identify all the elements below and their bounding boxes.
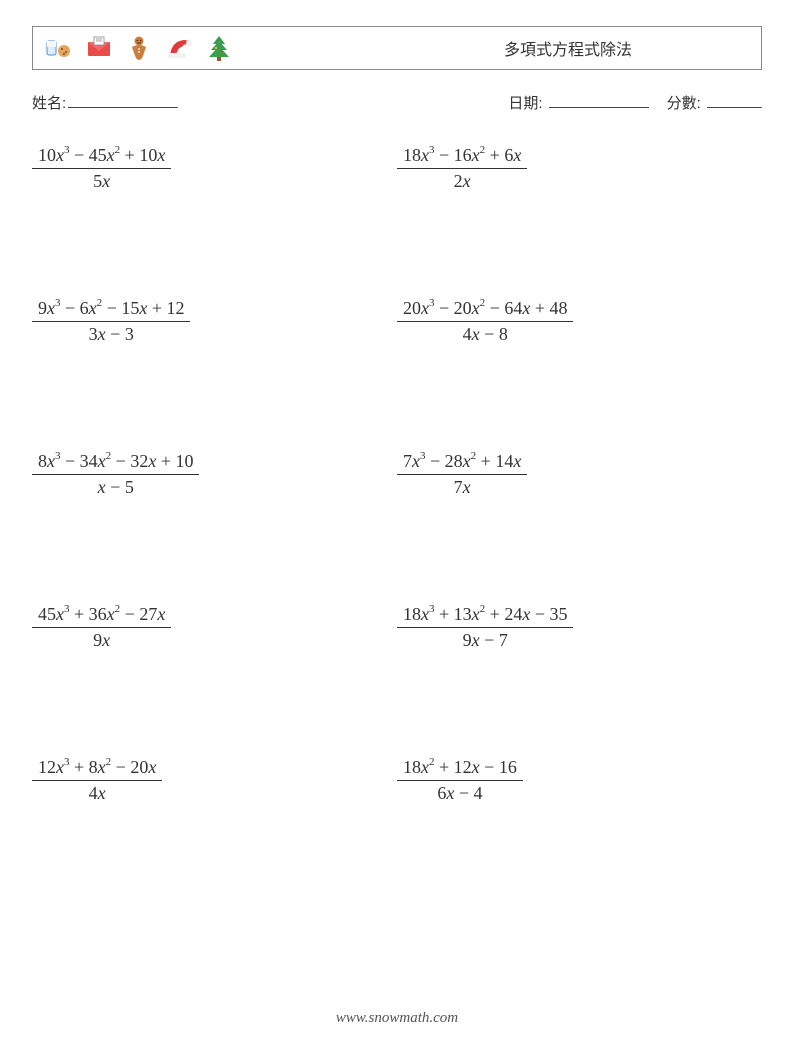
problem-numerator: 20x3 − 20x2 − 64x + 48	[397, 298, 573, 321]
problem-numerator: 18x2 + 12x − 16	[397, 757, 523, 780]
footer-url: www.snowmath.com	[0, 1010, 794, 1027]
problem-7: 45x3 + 36x2 − 27x 9x	[32, 604, 397, 651]
problem-denominator: 6x − 4	[397, 780, 523, 804]
gingerbread-man-icon	[123, 32, 155, 64]
header-icons	[43, 32, 235, 64]
santa-hat-icon	[163, 32, 195, 64]
problem-2: 18x3 − 16x2 + 6x 2x	[397, 145, 762, 192]
date-blank[interactable]	[549, 93, 649, 108]
problem-denominator: 3x − 3	[32, 321, 190, 345]
cookies-milk-icon	[43, 32, 75, 64]
problem-6: 7x3 − 28x2 + 14x 7x	[397, 451, 762, 498]
problem-8: 18x3 + 13x2 + 24x − 35 9x − 7	[397, 604, 762, 651]
problem-denominator: 9x	[32, 627, 171, 651]
problem-numerator: 18x3 − 16x2 + 6x	[397, 145, 527, 168]
problem-denominator: 4x	[32, 780, 162, 804]
problems-grid: 10x3 − 45x2 + 10x 5x 18x3 − 16x2 + 6x 2x…	[32, 145, 762, 804]
problem-numerator: 9x3 − 6x2 − 15x + 12	[32, 298, 190, 321]
date-label: 日期:	[508, 95, 542, 112]
problem-denominator: x − 5	[32, 474, 199, 498]
problem-1: 10x3 − 45x2 + 10x 5x	[32, 145, 397, 192]
problem-denominator: 7x	[397, 474, 527, 498]
problem-numerator: 18x3 + 13x2 + 24x − 35	[397, 604, 573, 627]
score-blank[interactable]	[707, 93, 762, 108]
problem-numerator: 10x3 − 45x2 + 10x	[32, 145, 171, 168]
problem-numerator: 12x3 + 8x2 − 20x	[32, 757, 162, 780]
worksheet-title: 多項式方程式除法	[235, 36, 751, 60]
problem-denominator: 4x − 8	[397, 321, 573, 345]
problem-9: 12x3 + 8x2 − 20x 4x	[32, 757, 397, 804]
name-label: 姓名:	[32, 92, 66, 113]
wishlist-letter-icon	[83, 32, 115, 64]
problem-denominator: 5x	[32, 168, 171, 192]
problem-denominator: 9x − 7	[397, 627, 573, 651]
problem-denominator: 2x	[397, 168, 527, 192]
worksheet-header: 多項式方程式除法	[32, 26, 762, 70]
problem-5: 8x3 − 34x2 − 32x + 10 x − 5	[32, 451, 397, 498]
problem-numerator: 7x3 − 28x2 + 14x	[397, 451, 527, 474]
problem-4: 20x3 − 20x2 − 64x + 48 4x − 8	[397, 298, 762, 345]
problem-3: 9x3 − 6x2 − 15x + 12 3x − 3	[32, 298, 397, 345]
problem-numerator: 45x3 + 36x2 − 27x	[32, 604, 171, 627]
christmas-tree-icon	[203, 32, 235, 64]
score-label: 分數:	[667, 95, 701, 112]
meta-row: 姓名: 日期: 分數:	[32, 92, 762, 113]
problem-numerator: 8x3 − 34x2 − 32x + 10	[32, 451, 199, 474]
problem-10: 18x2 + 12x − 16 6x − 4	[397, 757, 762, 804]
name-blank[interactable]	[68, 93, 178, 108]
